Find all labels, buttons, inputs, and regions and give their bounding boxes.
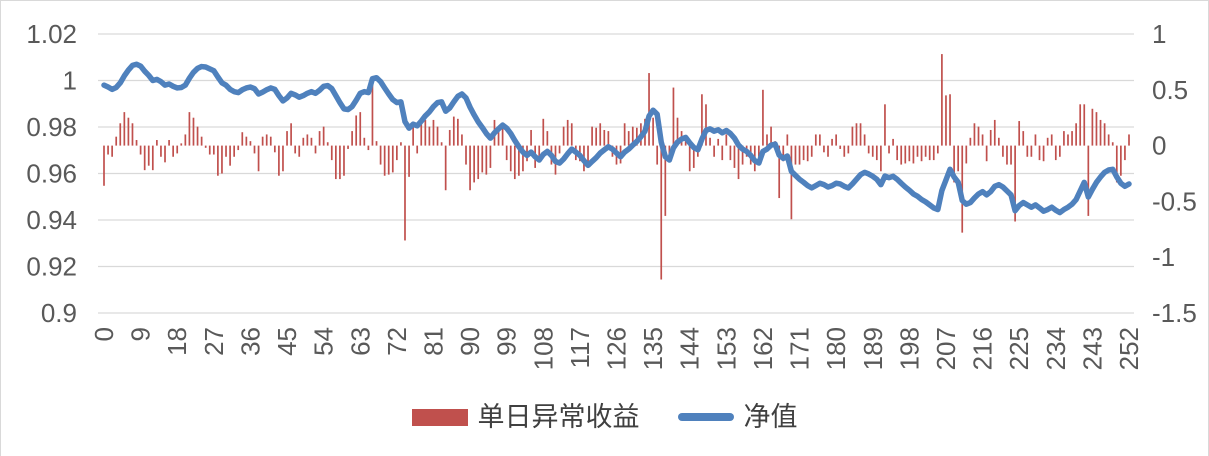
svg-text:90: 90 [455, 327, 485, 356]
net-value-line [101, 61, 1132, 216]
svg-text:180: 180 [821, 327, 851, 370]
svg-text:153: 153 [711, 327, 741, 370]
svg-text:0.98: 0.98 [26, 112, 77, 142]
svg-text:99: 99 [492, 327, 522, 356]
svg-text:1: 1 [63, 66, 77, 96]
svg-text:0.92: 0.92 [26, 252, 77, 282]
svg-text:144: 144 [675, 327, 705, 370]
svg-text:225: 225 [1004, 327, 1034, 370]
svg-text:1: 1 [1152, 19, 1166, 49]
svg-text:9: 9 [126, 327, 156, 341]
svg-text:54: 54 [309, 327, 339, 356]
svg-text:189: 189 [858, 327, 888, 370]
svg-text:18: 18 [162, 327, 192, 356]
chart-legend: 单日异常收益 净值 [1, 400, 1208, 434]
svg-text:162: 162 [748, 327, 778, 370]
svg-text:-1.5: -1.5 [1152, 298, 1197, 328]
svg-text:126: 126 [602, 327, 632, 370]
x-axis-tick-labels: 0 9 18 27 36 45 54 63 72 81 90 99 108 117 126 135 144 153… [89, 327, 1144, 370]
svg-text:72: 72 [382, 327, 412, 356]
svg-text:216: 216 [968, 327, 998, 370]
legend-label-net-value: 净值 [743, 401, 798, 433]
svg-text:0: 0 [1152, 131, 1166, 161]
svg-text:-0.5: -0.5 [1152, 186, 1197, 216]
svg-text:-1: -1 [1152, 242, 1175, 272]
svg-text:243: 243 [1077, 327, 1107, 370]
svg-text:0.96: 0.96 [26, 159, 77, 189]
svg-text:81: 81 [418, 327, 448, 356]
legend-label-abnormal-return: 单日异常收益 [477, 401, 640, 433]
svg-text:117: 117 [565, 327, 595, 368]
svg-text:27: 27 [199, 327, 229, 356]
svg-text:0: 0 [89, 327, 119, 341]
line-series-swatch-icon [677, 413, 734, 421]
svg-text:63: 63 [345, 327, 375, 356]
svg-text:36: 36 [235, 327, 265, 356]
svg-text:1.02: 1.02 [26, 19, 77, 49]
svg-text:0.94: 0.94 [26, 205, 77, 235]
svg-text:234: 234 [1041, 327, 1071, 370]
legend-item-abnormal-return: 单日异常收益 [411, 401, 640, 433]
svg-text:198: 198 [894, 327, 924, 370]
svg-text:207: 207 [931, 327, 961, 370]
svg-text:0.5: 0.5 [1152, 75, 1188, 105]
svg-text:108: 108 [528, 327, 558, 370]
gridlines [98, 33, 1134, 314]
svg-text:45: 45 [272, 327, 302, 356]
svg-text:171: 171 [785, 327, 815, 370]
legend-item-net-value: 净值 [677, 401, 798, 433]
svg-text:252: 252 [1114, 327, 1144, 370]
left-axis-tick-labels: 1.02 1 0.98 0.96 0.94 0.92 0.9 [26, 19, 77, 328]
svg-text:135: 135 [638, 327, 668, 370]
right-axis-tick-labels: 1 0.5 0 -0.5 -1 -1.5 [1152, 19, 1197, 328]
svg-text:0.9: 0.9 [41, 298, 77, 328]
bar-series-swatch-icon [411, 408, 468, 426]
